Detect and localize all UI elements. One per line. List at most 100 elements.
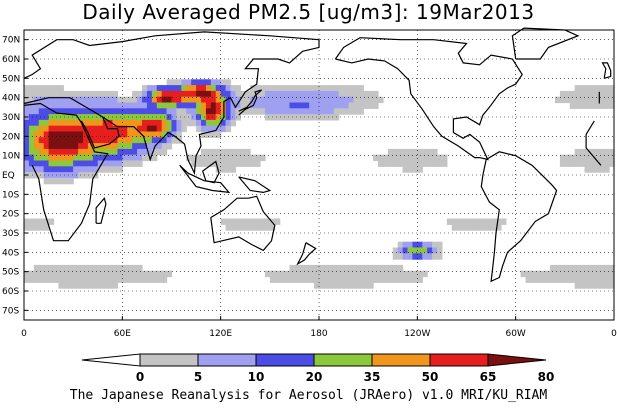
pm25-cell	[358, 264, 364, 272]
pm25-cell	[240, 224, 246, 231]
pm25-cell	[87, 276, 94, 283]
pm25-cell	[191, 108, 197, 115]
pm25-cell	[78, 114, 84, 121]
pm25-cell	[196, 160, 202, 167]
pm25-cell	[127, 96, 133, 104]
pm25-cell	[142, 114, 148, 121]
pm25-cell	[363, 270, 369, 278]
pm25-cell	[43, 264, 50, 272]
pm25-cell	[333, 85, 340, 92]
pm25-cell	[353, 102, 359, 109]
pm25-cell	[550, 276, 556, 283]
pm25-cell	[294, 270, 300, 278]
pm25-cell	[540, 270, 546, 278]
pm25-cell	[146, 137, 153, 144]
pm25-cell	[392, 264, 399, 272]
pm25-cell	[122, 114, 128, 121]
pm25-cell	[427, 160, 433, 167]
pm25-cell	[392, 148, 399, 156]
pm25-cell	[181, 125, 187, 133]
pm25-cell	[417, 241, 423, 249]
pm25-cell	[343, 96, 350, 104]
pm25-cell	[68, 131, 74, 138]
pm25-cell	[446, 218, 453, 225]
pm25-cell	[132, 143, 138, 150]
pm25-cell	[24, 166, 30, 173]
pm25-cell	[151, 137, 158, 144]
pm25-cell	[191, 119, 197, 127]
pm25-cell	[564, 276, 571, 283]
colorbar-swatch	[139, 353, 199, 367]
pm25-cell	[407, 154, 414, 162]
pm25-cell	[432, 154, 438, 162]
pm25-cell	[146, 148, 153, 156]
pm25-cell	[48, 172, 55, 179]
pm25-cell	[559, 160, 566, 167]
pm25-cell	[284, 108, 291, 115]
pm25-cell	[210, 108, 217, 115]
pm25-cell	[112, 131, 119, 138]
pm25-cell	[102, 143, 109, 150]
pm25-cell	[146, 143, 153, 150]
pm25-cell	[63, 102, 69, 109]
pm25-cell	[83, 264, 89, 272]
pm25-cell	[338, 264, 345, 272]
pm25-cell	[245, 160, 251, 167]
pm25-cell	[245, 148, 251, 156]
pm25-cell	[78, 125, 84, 133]
pm25-cell	[579, 276, 586, 283]
pm25-cell	[127, 102, 133, 109]
pm25-cell	[373, 90, 379, 98]
pm25-cell	[176, 96, 182, 104]
colorbar-swatch	[81, 353, 141, 367]
pm25-cell	[92, 108, 99, 115]
pm25-cell	[599, 166, 605, 173]
pm25-cell	[87, 172, 94, 179]
south-america-coast	[480, 151, 558, 283]
pm25-cell	[28, 90, 35, 98]
pm25-cell	[368, 276, 374, 283]
pm25-cell	[117, 137, 123, 144]
pm25-cell	[132, 264, 138, 272]
pm25-cell	[609, 148, 615, 156]
pm25-cell	[112, 108, 119, 115]
pm25-cell	[97, 276, 104, 283]
pm25-cell	[191, 90, 197, 98]
pm25-cell	[274, 270, 281, 278]
pm25-cell	[210, 85, 217, 92]
pm25-cell	[68, 154, 74, 162]
pm25-cell	[142, 131, 148, 138]
pm25-cell	[363, 90, 369, 98]
pm25-cell	[146, 108, 153, 115]
pm25-cell	[68, 143, 74, 150]
pm25-cell	[235, 90, 241, 98]
pm25-cell	[387, 154, 394, 162]
pm25-cell	[289, 90, 296, 98]
pm25-cell	[92, 125, 99, 133]
pm25-cell	[289, 85, 296, 92]
pm25-cell	[161, 108, 168, 115]
pm25-cell	[387, 270, 394, 278]
pm25-cell	[412, 160, 418, 167]
pm25-cell	[132, 148, 138, 156]
pm25-cell	[279, 108, 286, 115]
pm25-cell	[584, 264, 591, 272]
pm25-cell	[205, 79, 212, 86]
pm25-cell	[68, 166, 74, 173]
pm25-cell	[210, 96, 217, 104]
pm25-cell	[112, 148, 119, 156]
pm25-cell	[520, 270, 527, 278]
pm25-cell	[122, 154, 128, 162]
pm25-cell	[48, 143, 55, 150]
pm25-cell	[417, 154, 423, 162]
pm25-cell	[599, 160, 605, 167]
pm25-cell	[48, 148, 55, 156]
africa-coast	[23, 102, 602, 242]
pm25-cell	[235, 114, 241, 121]
pm25-cell	[156, 143, 163, 150]
europe-asia-coast	[23, 31, 600, 176]
pm25-cell	[486, 218, 492, 225]
pm25-cell	[299, 85, 305, 92]
pm25-cell	[279, 276, 286, 283]
pm25-cell	[166, 90, 173, 98]
